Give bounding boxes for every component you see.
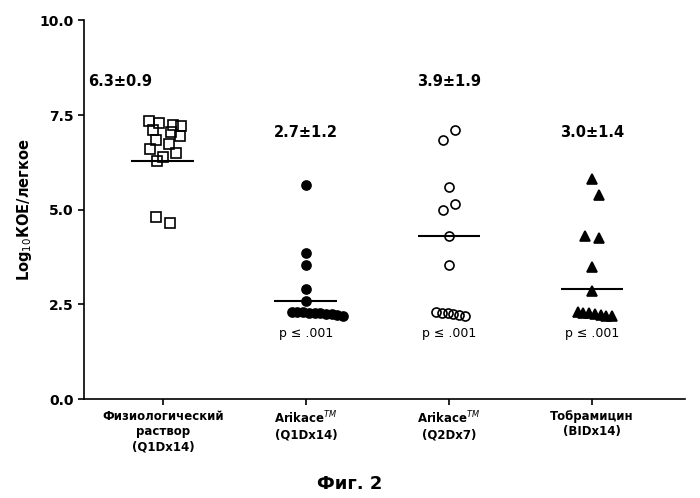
Text: p ≤ .001: p ≤ .001 [422, 327, 476, 340]
Text: Фиг. 2: Фиг. 2 [317, 475, 383, 493]
Text: 6.3±0.9: 6.3±0.9 [88, 74, 152, 89]
Y-axis label: Log$_{10}$КОЕ/легкое: Log$_{10}$КОЕ/легкое [15, 138, 34, 281]
Text: 3.0±1.4: 3.0±1.4 [560, 124, 624, 140]
Text: p ≤ .001: p ≤ .001 [565, 327, 619, 340]
Text: 2.7±1.2: 2.7±1.2 [274, 124, 338, 140]
Text: p ≤ .001: p ≤ .001 [279, 327, 333, 340]
Text: 3.9±1.9: 3.9±1.9 [417, 74, 481, 89]
